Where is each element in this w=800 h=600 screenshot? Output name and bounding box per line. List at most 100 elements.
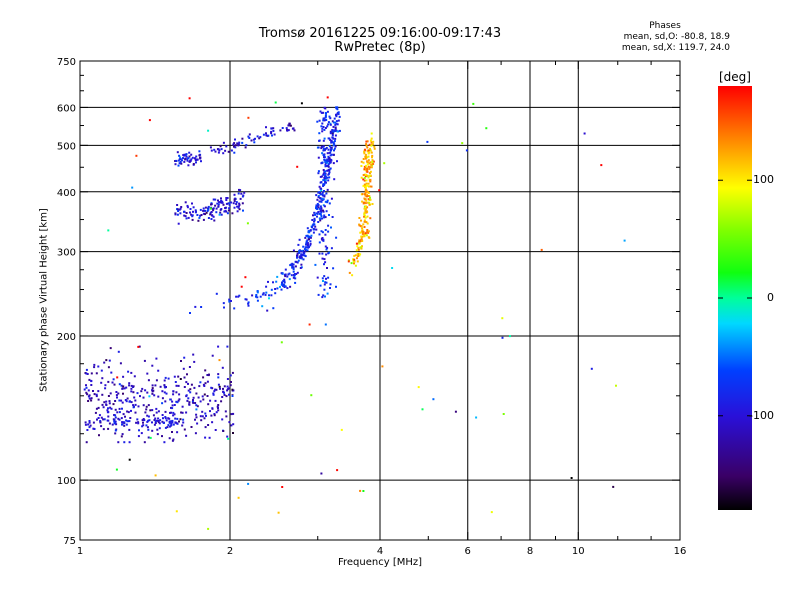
echo-point bbox=[324, 295, 326, 298]
echo-point bbox=[228, 300, 231, 303]
echo-point bbox=[167, 377, 170, 380]
echo-point bbox=[200, 160, 202, 163]
echo-point bbox=[326, 246, 329, 249]
echo-point bbox=[352, 258, 354, 261]
echo-point bbox=[95, 395, 98, 398]
echo-point bbox=[185, 394, 188, 397]
echo-point bbox=[305, 240, 308, 243]
echo-point bbox=[329, 117, 332, 120]
echo-point bbox=[220, 148, 223, 151]
echo-point bbox=[176, 213, 179, 216]
echo-point bbox=[310, 394, 313, 397]
echo-point bbox=[219, 387, 221, 390]
echo-point bbox=[329, 130, 332, 133]
echo-point bbox=[117, 350, 120, 353]
echo-point bbox=[117, 417, 120, 420]
echo-point bbox=[261, 293, 264, 296]
echo-point bbox=[297, 259, 300, 262]
echo-point bbox=[363, 150, 366, 153]
echo-point bbox=[268, 297, 270, 300]
echo-point bbox=[97, 417, 100, 419]
echo-point bbox=[204, 426, 207, 429]
echo-point bbox=[251, 294, 254, 297]
echo-point bbox=[141, 425, 144, 428]
echo-point bbox=[286, 287, 289, 290]
echo-point bbox=[330, 141, 333, 144]
echo-point bbox=[141, 387, 144, 390]
echo-point bbox=[178, 162, 181, 165]
echo-point bbox=[84, 421, 87, 424]
echo-point bbox=[191, 156, 194, 159]
echo-point bbox=[137, 435, 140, 438]
echo-point bbox=[189, 159, 192, 162]
echo-point bbox=[361, 200, 364, 203]
echo-point bbox=[367, 149, 370, 152]
echo-point bbox=[108, 422, 111, 425]
echo-point bbox=[250, 139, 253, 142]
echo-point bbox=[360, 219, 362, 222]
echo-point bbox=[103, 361, 106, 364]
echo-point bbox=[140, 390, 143, 393]
echo-point bbox=[225, 202, 228, 205]
echo-point bbox=[226, 345, 229, 348]
echo-point bbox=[244, 298, 247, 301]
echo-point bbox=[204, 206, 207, 209]
echo-point bbox=[254, 137, 256, 140]
echo-point bbox=[298, 256, 301, 259]
echo-point bbox=[362, 231, 365, 233]
echo-point bbox=[195, 416, 198, 419]
echo-point bbox=[359, 489, 362, 492]
echo-point bbox=[373, 145, 376, 148]
echo-point bbox=[356, 253, 359, 255]
echo-point bbox=[329, 154, 332, 157]
echo-point bbox=[335, 120, 338, 123]
echo-point bbox=[319, 209, 322, 212]
echo-point bbox=[324, 281, 327, 284]
echo-point bbox=[333, 149, 335, 152]
echo-point bbox=[223, 210, 226, 213]
echo-point bbox=[322, 169, 325, 171]
echo-point bbox=[242, 194, 245, 197]
echo-point bbox=[322, 204, 325, 207]
echo-point bbox=[177, 399, 180, 402]
echo-point bbox=[302, 245, 305, 248]
echo-point bbox=[132, 404, 135, 407]
echo-point bbox=[326, 161, 329, 164]
echo-point bbox=[213, 148, 216, 151]
y-tick-label: 600 bbox=[57, 103, 76, 114]
echo-point bbox=[331, 132, 334, 135]
echo-points bbox=[83, 96, 626, 530]
echo-point bbox=[306, 227, 309, 230]
echo-point bbox=[256, 135, 259, 138]
echo-point bbox=[149, 436, 152, 439]
echo-point bbox=[334, 121, 337, 124]
echo-point bbox=[175, 510, 178, 513]
echo-point bbox=[292, 249, 295, 252]
echo-point bbox=[365, 188, 367, 191]
echo-point bbox=[101, 403, 104, 406]
echo-point bbox=[372, 163, 375, 165]
echo-point bbox=[331, 136, 334, 139]
echo-point bbox=[238, 208, 241, 211]
echo-point bbox=[164, 376, 167, 379]
echo-point bbox=[231, 395, 234, 397]
echo-point bbox=[112, 378, 115, 381]
echo-point bbox=[225, 415, 228, 418]
echo-point bbox=[370, 132, 373, 135]
y-tick-label: 750 bbox=[57, 57, 76, 68]
echo-point bbox=[100, 381, 103, 384]
echo-point bbox=[315, 228, 318, 231]
echo-point bbox=[365, 210, 368, 213]
echo-point bbox=[101, 377, 104, 380]
echo-point bbox=[322, 111, 325, 114]
echo-point bbox=[316, 276, 319, 279]
y-tick-label: 300 bbox=[57, 248, 76, 259]
echo-point bbox=[315, 194, 318, 197]
echo-point bbox=[328, 162, 331, 165]
echo-point bbox=[176, 208, 179, 211]
echo-point bbox=[326, 267, 328, 269]
echo-point bbox=[321, 231, 324, 234]
echo-point bbox=[97, 406, 100, 409]
y-axis-label: Stationary phase Virtual Height [km] bbox=[38, 208, 50, 392]
echo-point bbox=[296, 256, 298, 259]
